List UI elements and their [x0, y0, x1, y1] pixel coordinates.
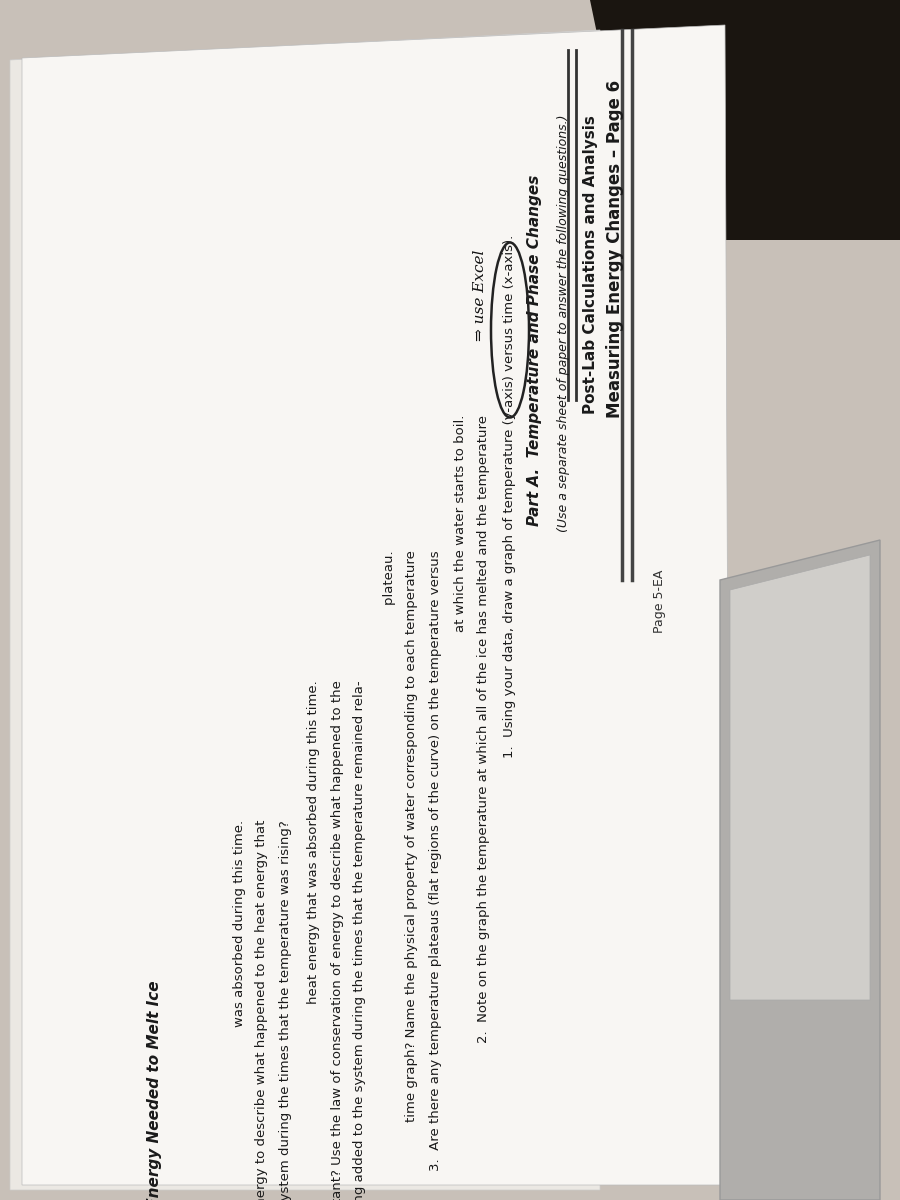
Text: Measuring Energy Changes – Page 6: Measuring Energy Changes – Page 6 [606, 80, 624, 418]
Text: plateau.: plateau. [382, 550, 395, 622]
Polygon shape [10, 30, 600, 1190]
Text: Post-Lab Calculations and Analysis: Post-Lab Calculations and Analysis [582, 115, 598, 414]
Polygon shape [720, 540, 880, 1200]
Text: time graph? Name the physical property of water corresponding to each temperatur: time graph? Name the physical property o… [406, 550, 419, 1139]
Text: 3.  Are there any temperature plateaus (flat regions of the curve) on the temper: 3. Are there any temperature plateaus (f… [428, 550, 442, 1171]
Text: ⇒ use Excel: ⇒ use Excel [473, 250, 487, 341]
Text: (Use a separate sheet of paper to answer the following questions.): (Use a separate sheet of paper to answer… [556, 115, 570, 533]
Text: Part B.  Energy Needed to Melt Ice: Part B. Energy Needed to Melt Ice [148, 980, 163, 1200]
Text: Part A.  Temperature and Phase Changes: Part A. Temperature and Phase Changes [527, 175, 543, 527]
Polygon shape [22, 25, 730, 1186]
Text: was absorbed during this time.: was absorbed during this time. [232, 820, 246, 1044]
Text: at which the water starts to boil.: at which the water starts to boil. [454, 415, 466, 649]
Text: Use the law of conservation of energy to describe what happened to the heat ener: Use the law of conservation of energy to… [256, 820, 268, 1200]
Text: Page 5-EA: Page 5-EA [653, 570, 667, 634]
Text: tively constant? Use the law of conservation of energy to describe what happened: tively constant? Use the law of conserva… [330, 680, 344, 1200]
Polygon shape [590, 0, 900, 240]
Text: 5.  Was heat being added to the system during the times that the temperature was: 5. Was heat being added to the system du… [278, 820, 292, 1200]
Text: 2.  Note on the graph the temperature at which all of the ice has melted and the: 2. Note on the graph the temperature at … [476, 415, 490, 1043]
Polygon shape [730, 554, 870, 1000]
Text: heat energy that was absorbed during this time.: heat energy that was absorbed during thi… [308, 680, 320, 1021]
Text: 4.  Was heat being added to the system during the times that the temperature rem: 4. Was heat being added to the system du… [354, 680, 366, 1200]
Text: 1.  Using your data, draw a graph of temperature (y-axis) versus time (x-axis).: 1. Using your data, draw a graph of temp… [503, 235, 517, 758]
